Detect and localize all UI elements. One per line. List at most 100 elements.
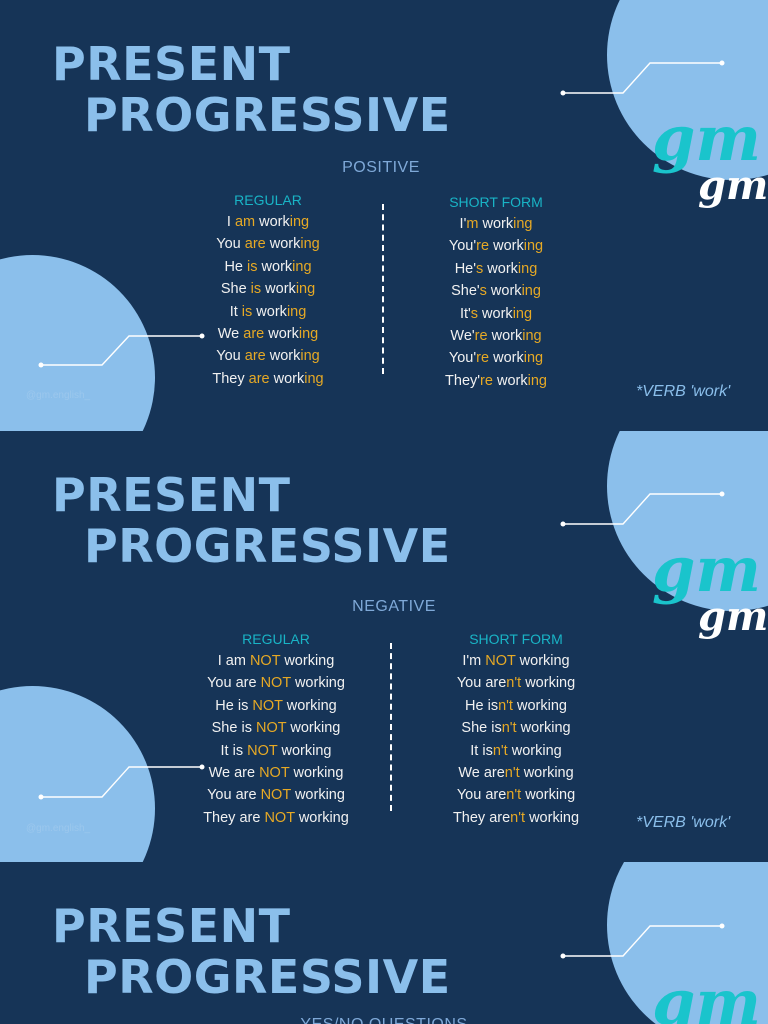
highlighted-text: n't: [504, 764, 520, 781]
highlighted-text: ing: [517, 260, 538, 277]
highlighted-text: n't: [510, 809, 526, 826]
plain-text: working: [519, 764, 574, 781]
short-form-column: SHORT FORM I'm NOT working You aren't wor…: [406, 628, 626, 829]
plain-text: working: [290, 675, 345, 692]
highlighted-text: ing: [522, 327, 542, 344]
highlighted-text: ing: [286, 303, 307, 320]
regular-column: REGULAR I am working You are working He is…: [158, 189, 378, 390]
plain-text: working: [521, 787, 576, 804]
section-label: POSITIVE: [342, 159, 420, 176]
conjugation-row: She is NOT working: [166, 717, 386, 739]
conjugation-row: We're working: [386, 325, 606, 347]
highlighted-text: NOT: [247, 742, 278, 759]
plain-text: working: [286, 720, 341, 737]
section-label: YES/NO QUESTIONS: [0, 1016, 768, 1024]
conjugation-row: He isn't working: [406, 695, 626, 717]
page-title-line2: PROGRESSIVE: [84, 519, 451, 573]
conjugation-row: You aren't working: [406, 672, 626, 694]
plain-text: You are: [207, 675, 261, 692]
conjugation-row: You aren't working: [406, 784, 626, 806]
plain-text: He: [224, 258, 248, 275]
highlighted-text: ing: [298, 325, 319, 342]
plain-text: We: [217, 325, 244, 342]
highlighted-text: re: [476, 350, 490, 367]
conjugation-row: You're working: [386, 235, 606, 257]
plain-text: work: [265, 348, 301, 365]
plain-text: work: [492, 372, 528, 389]
conjugation-row: He's working: [386, 258, 606, 280]
conjugation-row: They are working: [158, 368, 378, 390]
plain-text: It is: [470, 742, 493, 759]
plain-text: They are: [203, 809, 265, 826]
plain-text: work: [252, 303, 287, 320]
conjugation-row: You are NOT working: [166, 672, 386, 694]
plain-text: You': [448, 238, 477, 255]
highlighted-text: are: [244, 348, 266, 365]
highlighted-text: s: [470, 305, 479, 322]
highlighted-text: NOT: [260, 787, 291, 804]
conjugation-row: She is working: [158, 278, 378, 300]
plain-text: working: [282, 697, 337, 714]
page-title-line1: PRESENT: [52, 899, 291, 953]
plain-text: It: [229, 303, 242, 320]
logo-gm-teal: gm: [652, 966, 761, 1024]
plain-text: work: [269, 370, 305, 387]
plain-text: I': [459, 216, 467, 232]
highlighted-text: n't: [498, 697, 513, 714]
logo-gm-white: gm: [698, 593, 768, 640]
conjugation-row: He is working: [158, 256, 378, 278]
plain-text: work: [265, 236, 301, 253]
plain-text: working: [507, 742, 562, 759]
highlighted-text: ing: [523, 350, 544, 367]
highlighted-text: are: [248, 370, 270, 387]
conjugation-row: I am NOT working: [166, 650, 386, 672]
plain-text: working: [294, 809, 349, 826]
highlighted-text: n't: [492, 742, 508, 759]
plain-text: We are: [208, 764, 260, 781]
conjugation-row: They aren't working: [406, 807, 626, 829]
plain-text: She: [220, 281, 251, 298]
plain-text: work: [257, 258, 293, 275]
conjugation-row: They're working: [386, 370, 606, 392]
conjugation-row: We are working: [158, 323, 378, 345]
highlighted-text: ing: [523, 238, 544, 255]
highlighted-text: NOT: [264, 809, 295, 826]
highlighted-text: s: [479, 283, 487, 300]
conjugation-row: We aren't working: [406, 762, 626, 784]
conjugation-row: It isn't working: [406, 740, 626, 762]
watermark: @gm.english_: [26, 823, 91, 834]
highlighted-text: NOT: [252, 697, 283, 714]
conjugation-row: She isn't working: [406, 717, 626, 739]
plain-text: work: [489, 350, 524, 367]
decorative-circle-left: [0, 255, 155, 431]
plain-text: You are: [456, 675, 507, 692]
watermark: @gm.english_: [26, 390, 91, 401]
plain-text: I am: [217, 653, 250, 669]
highlighted-text: ing: [527, 372, 547, 389]
plain-text: working: [515, 653, 570, 669]
plain-text: working: [516, 720, 571, 737]
plain-text: work: [489, 238, 524, 255]
plain-text: working: [525, 809, 580, 826]
panel-negative: gm gm @gm.english_ PRESENT PROGRESSIVE N…: [0, 431, 768, 862]
dashed-divider: [390, 643, 392, 811]
plain-text: work: [483, 260, 518, 277]
decorative-circle-left: [0, 686, 155, 862]
page-title-line2: PROGRESSIVE: [84, 88, 451, 142]
conjugation-row: You are NOT working: [166, 784, 386, 806]
regular-heading: REGULAR: [234, 192, 302, 208]
regular-column: REGULAR I am NOT working You are NOT work…: [166, 628, 386, 829]
conjugation-row: It's working: [386, 303, 606, 325]
page-title-line1: PRESENT: [52, 468, 291, 522]
highlighted-text: are: [243, 325, 265, 342]
plain-text: It is: [220, 742, 248, 759]
plain-text: I: [226, 214, 235, 230]
plain-text: She is: [211, 720, 256, 737]
conjugation-row: It is working: [158, 301, 378, 323]
highlighted-text: ing: [289, 214, 310, 230]
highlighted-text: NOT: [260, 675, 291, 692]
plain-text: It': [459, 305, 471, 322]
plain-text: working: [289, 764, 344, 781]
conjugation-row: They are NOT working: [166, 807, 386, 829]
highlighted-text: is: [250, 281, 262, 298]
